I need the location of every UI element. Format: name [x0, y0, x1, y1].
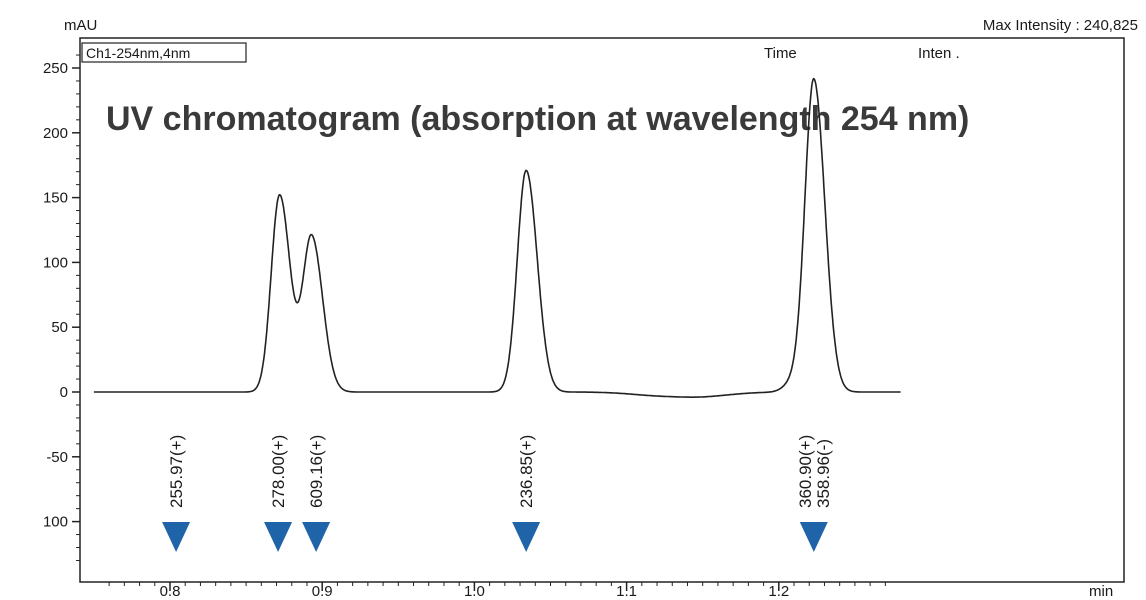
x-tick-label: 1.0	[464, 583, 485, 600]
x-tick-label: 1.2	[768, 583, 789, 600]
channel-box	[81, 42, 247, 63]
mz-label: 278.00(+)	[269, 435, 288, 508]
peak-marker-triangle	[512, 522, 541, 552]
y-tick-label: 100	[43, 514, 68, 531]
channel-label: Ch1-254nm,4nm	[86, 45, 190, 61]
mz-label: 360.90(+)	[796, 435, 815, 508]
mz-label: 236.85(+)	[517, 435, 536, 508]
mz-label: 255.97(+)	[167, 435, 186, 508]
mz-label: 609.16(+)	[307, 435, 326, 508]
max-intensity-label: Max Intensity : 240,825	[983, 17, 1138, 34]
y-unit-label: mAU	[64, 17, 97, 34]
y-tick-label: 0	[60, 384, 68, 401]
peak-markers: 255.97(+) 278.00(+) 609.16(+) 236.85(+) 360.…	[162, 435, 833, 552]
peak-marker-triangle	[264, 522, 293, 552]
chromatogram-trace	[93, 77, 901, 398]
inten-column-header: Inten .	[918, 45, 960, 62]
time-column-header: Time	[764, 45, 797, 62]
mz-label: 358.96(-)	[814, 439, 833, 508]
peak-marker-triangle	[302, 522, 331, 552]
y-tick-label: 200	[43, 125, 68, 142]
x-axis: 0.8 0.9 1.0 1.1 1.2	[108, 582, 886, 600]
x-axis-unit: min	[1089, 583, 1113, 600]
y-tick-label: 250	[43, 60, 68, 77]
plot-frame	[79, 37, 1125, 583]
x-tick-label: 1.1	[616, 583, 637, 600]
peak-marker-triangle	[799, 522, 828, 552]
y-tick-label: 150	[43, 190, 68, 207]
x-tick-label: 0.8	[160, 583, 181, 600]
peak-marker-triangle	[162, 522, 191, 552]
x-tick-label: 0.9	[312, 583, 333, 600]
overlay-title: UV chromatogram (absorption at wavelengt…	[106, 100, 969, 138]
y-tick-label: 100	[43, 254, 68, 271]
y-tick-label: 50	[51, 319, 68, 336]
y-axis: 250 200 150 100 50 0 -50 100	[43, 54, 80, 561]
y-tick-label: -50	[46, 449, 68, 466]
